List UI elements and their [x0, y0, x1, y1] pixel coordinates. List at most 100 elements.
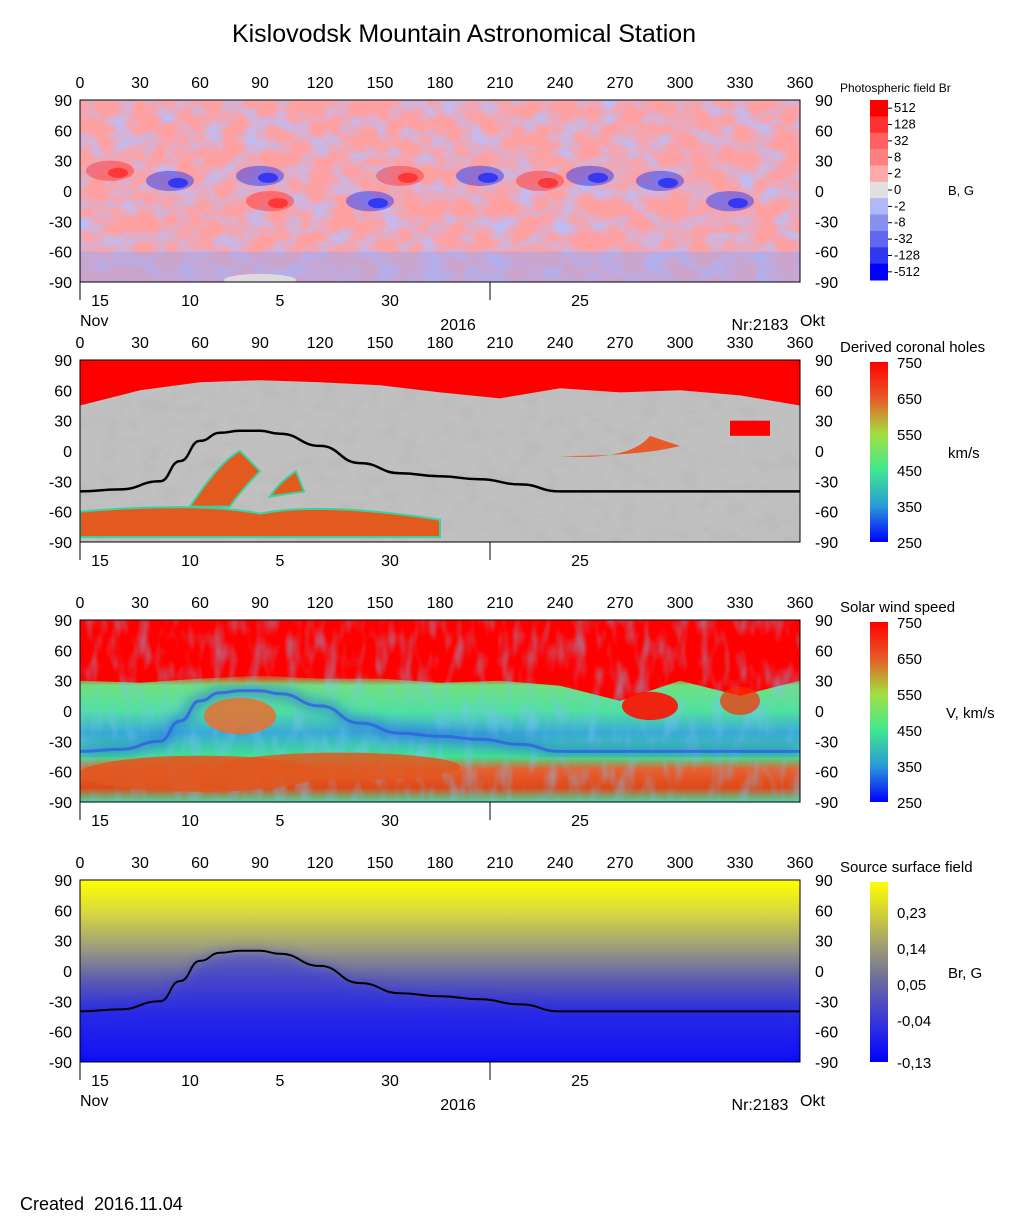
- fast-wind-stream: [720, 686, 760, 716]
- lat-tick-label-right: -60: [815, 505, 838, 522]
- colorbar-tick-label: -2: [894, 198, 906, 213]
- date-tick-label: 30: [381, 813, 399, 830]
- date-tick-label: 5: [276, 813, 285, 830]
- date-tick-label: 10: [181, 1073, 199, 1090]
- north-polar-coronal-hole: [80, 360, 800, 406]
- colorbar-tick-label: 750: [897, 355, 922, 372]
- lon-tick-label: 120: [307, 75, 334, 92]
- panel-frame: [79, 359, 801, 543]
- colorbar-tick-label: 0: [894, 182, 901, 197]
- colorbar-tick-label: 8: [894, 149, 901, 164]
- lon-tick-label: 270: [607, 595, 634, 612]
- colorbar-bar: [870, 622, 888, 802]
- colorbar-bar: [870, 362, 888, 542]
- lat-tick-label-right: -60: [815, 1025, 838, 1042]
- lat-tick-label-right: 0: [815, 964, 824, 981]
- solar-wind-map: [80, 620, 800, 802]
- lon-tick-label: 210: [487, 75, 514, 92]
- colorbar-tick-label: -512: [894, 264, 920, 279]
- panel-frame: [79, 619, 801, 803]
- colorbar-tick-label: 350: [897, 499, 922, 516]
- lat-tick-label-left: 60: [54, 123, 72, 140]
- date-tick-label: 15: [91, 1073, 109, 1090]
- colorbar-unit: V, km/s: [946, 705, 995, 722]
- lon-tick-label: 150: [367, 75, 394, 92]
- lat-tick-label-right: 90: [815, 93, 833, 110]
- lat-tick-label-right: 60: [815, 383, 833, 400]
- lon-tick-label: 120: [307, 335, 334, 352]
- colorbar-title: Solar wind speed: [840, 599, 955, 616]
- year-label: 2016: [440, 317, 476, 334]
- colorbar-band: [870, 230, 888, 248]
- colorbar-tick-label: -32: [894, 231, 913, 246]
- lat-tick-label-left: -90: [49, 275, 72, 292]
- colorbar-band: [870, 181, 888, 199]
- lat-tick-label-left: 30: [54, 934, 72, 951]
- lat-tick-label-right: -60: [815, 765, 838, 782]
- south-fast-wind: [220, 752, 460, 781]
- colorbar-title: Photospheric field Br: [840, 81, 951, 95]
- lat-tick-label-left: 0: [63, 184, 72, 201]
- colorbar-band: [870, 100, 888, 117]
- lon-tick-label: 330: [727, 855, 754, 872]
- lon-tick-label: 150: [367, 595, 394, 612]
- colorbar-tick-label: 0,05: [897, 977, 926, 994]
- lat-tick-label-right: -30: [815, 474, 838, 491]
- month-label-right: Okt: [800, 313, 825, 330]
- lat-tick-label-left: -90: [49, 795, 72, 812]
- date-tick-label: 15: [91, 553, 109, 570]
- lon-tick-label: 90: [251, 335, 269, 352]
- lat-tick-label-left: -60: [49, 245, 72, 262]
- lon-tick-label: 90: [251, 855, 269, 872]
- lon-tick-label: 60: [191, 335, 209, 352]
- date-tick-label: 25: [571, 813, 589, 830]
- date-tick-label: 25: [571, 293, 589, 310]
- lon-tick-label: 30: [131, 75, 149, 92]
- south-polar-coronal-hole: [80, 506, 441, 538]
- created-label: Created 2016.11.04: [20, 1194, 183, 1214]
- lon-tick-label: 270: [607, 335, 634, 352]
- colorbar-band: [870, 116, 888, 134]
- lon-tick-label: 60: [191, 855, 209, 872]
- lat-tick-label-right: 60: [815, 123, 833, 140]
- lon-tick-label: 360: [787, 335, 814, 352]
- coronal-hole-extension: [188, 449, 262, 508]
- panel-frame: [79, 99, 801, 283]
- lon-tick-label: 180: [427, 855, 454, 872]
- lat-tick-label-right: -30: [815, 734, 838, 751]
- negative-field-region: [80, 950, 800, 1062]
- lat-tick-label-right: 0: [815, 184, 824, 201]
- colorbar-band: [870, 198, 888, 216]
- lon-tick-label: 0: [76, 75, 85, 92]
- colorbar-tick-label: 650: [897, 391, 922, 408]
- coronal-holes-map: [80, 360, 800, 542]
- lat-tick-label-left: -30: [49, 474, 72, 491]
- lon-tick-label: 330: [727, 595, 754, 612]
- date-tick-label: 5: [276, 553, 285, 570]
- lat-tick-label-left: 30: [54, 154, 72, 171]
- lon-tick-label: 180: [427, 75, 454, 92]
- lat-tick-label-left: 0: [63, 964, 72, 981]
- lat-tick-label-right: -90: [815, 1055, 838, 1072]
- colorbar-tick-label: 250: [897, 535, 922, 552]
- lat-tick-label-right: -90: [815, 535, 838, 552]
- lat-tick-label-right: -60: [815, 245, 838, 262]
- lon-tick-label: 300: [667, 595, 694, 612]
- lon-tick-label: 0: [76, 855, 85, 872]
- main-title: Kislovodsk Mountain Astronomical Station: [231, 20, 697, 48]
- lon-tick-label: 150: [367, 335, 394, 352]
- lat-tick-label-left: -30: [49, 214, 72, 231]
- lat-tick-label-right: 30: [815, 934, 833, 951]
- lat-tick-label-left: 90: [54, 873, 72, 890]
- colorbar-unit: km/s: [948, 445, 980, 462]
- colorbar-tick-label: 650: [897, 651, 922, 668]
- active-region-core: [538, 177, 558, 188]
- lat-tick-label-left: 30: [54, 414, 72, 431]
- month-label-left: Nov: [80, 1093, 108, 1110]
- lat-tick-label-left: 90: [54, 93, 72, 110]
- active-region-core: [258, 172, 278, 183]
- active-region-core: [728, 198, 748, 209]
- colorbar-tick-label: 0,14: [897, 941, 926, 958]
